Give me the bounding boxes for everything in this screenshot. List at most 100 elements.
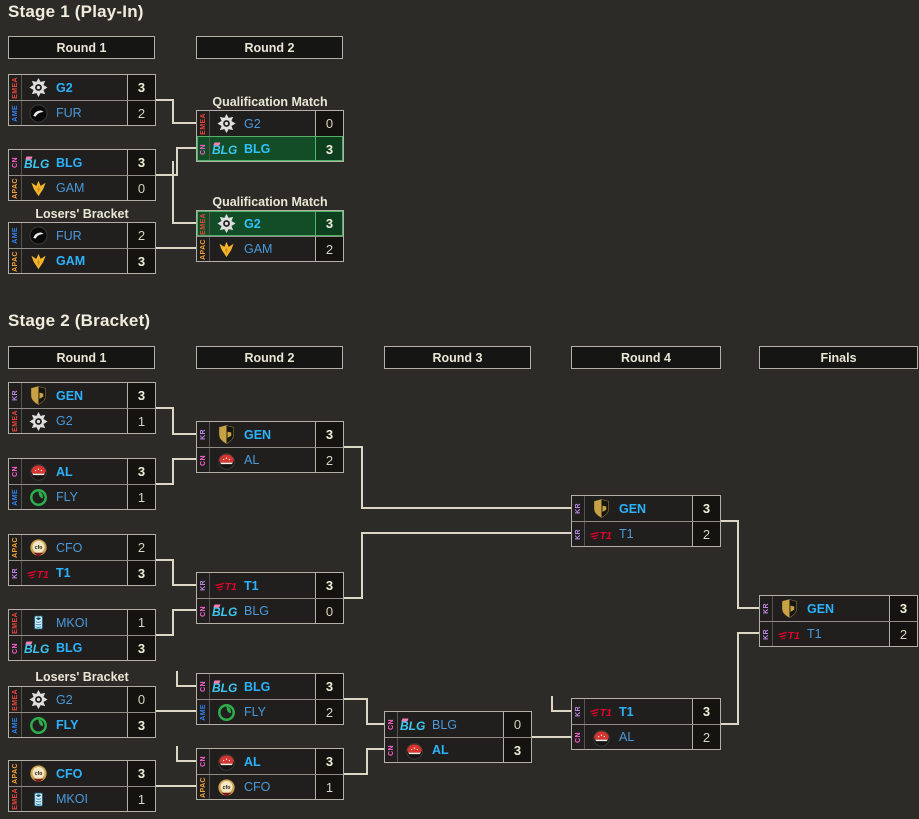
team-name[interactable]: BLG bbox=[56, 641, 83, 655]
team-name[interactable]: FUR bbox=[56, 228, 82, 243]
team-name[interactable]: AL bbox=[56, 464, 73, 479]
blg-logo-icon[interactable]: BLG bbox=[398, 715, 431, 735]
score-cell: 3 bbox=[127, 150, 155, 175]
team-name[interactable]: CFO bbox=[244, 780, 271, 794]
team-name[interactable]: T1 bbox=[56, 566, 71, 580]
losers-bracket-label: Losers' Bracket bbox=[35, 207, 129, 221]
team-name[interactable]: AL bbox=[244, 754, 261, 769]
al-logo-icon[interactable] bbox=[210, 451, 243, 470]
team-name[interactable]: FLY bbox=[56, 490, 78, 504]
score-cell: 1 bbox=[127, 409, 155, 433]
al-logo-icon[interactable] bbox=[22, 462, 55, 481]
bracket-connector bbox=[156, 99, 174, 101]
team-name[interactable]: GAM bbox=[244, 242, 273, 256]
team-name[interactable]: G2 bbox=[56, 692, 73, 707]
blg-logo-icon[interactable]: BLG bbox=[22, 638, 55, 658]
team-name[interactable]: AL bbox=[244, 453, 260, 467]
geng-logo-icon[interactable] bbox=[210, 425, 243, 444]
team-name[interactable]: T1 bbox=[244, 578, 259, 593]
team-name[interactable]: BLG bbox=[56, 155, 83, 170]
t1-logo-icon[interactable]: T1 bbox=[585, 702, 618, 721]
region-tag-cn: CN bbox=[9, 150, 22, 175]
team-name[interactable]: MKOI bbox=[56, 792, 88, 806]
team-name[interactable]: AL bbox=[432, 743, 449, 757]
al-logo-icon[interactable] bbox=[398, 741, 431, 760]
region-tag-apac: APAC bbox=[197, 237, 210, 261]
gam-logo-icon[interactable] bbox=[210, 240, 243, 259]
g2-logo-icon[interactable] bbox=[210, 214, 243, 233]
geng-logo-icon[interactable] bbox=[22, 386, 55, 405]
bracket-connector bbox=[737, 632, 759, 634]
g2-logo-icon[interactable] bbox=[210, 114, 243, 133]
score-cell: 2 bbox=[127, 223, 155, 248]
bracket-connector bbox=[366, 748, 368, 775]
score-cell: 3 bbox=[315, 422, 343, 447]
t1-logo-icon[interactable]: T1 bbox=[773, 625, 806, 644]
geng-logo-icon[interactable] bbox=[773, 599, 806, 618]
team-name[interactable]: AL bbox=[619, 730, 635, 744]
team-name[interactable]: G2 bbox=[56, 80, 73, 95]
region-tag-cn: CN bbox=[197, 674, 210, 699]
al-logo-icon[interactable] bbox=[210, 752, 243, 771]
team-name[interactable]: GEN bbox=[619, 501, 647, 516]
team-name[interactable]: BLG bbox=[244, 679, 271, 694]
cfo-logo-icon[interactable]: cfo bbox=[210, 778, 243, 797]
geng-logo-icon[interactable] bbox=[585, 499, 618, 518]
region-tag-cn: CN bbox=[197, 448, 210, 472]
t1-logo-icon[interactable]: T1 bbox=[22, 564, 55, 583]
bracket-connector bbox=[172, 559, 174, 586]
team-name[interactable]: GEN bbox=[56, 388, 84, 403]
bracket-connector bbox=[172, 609, 174, 636]
team-name[interactable]: G2 bbox=[244, 116, 261, 131]
team-name[interactable]: GAM bbox=[56, 254, 86, 268]
team-name[interactable]: BLG bbox=[432, 717, 458, 732]
team-row-fly: AME FLY 2 bbox=[197, 699, 343, 724]
gam-logo-icon[interactable] bbox=[22, 179, 55, 198]
t1-logo-icon[interactable]: T1 bbox=[585, 525, 618, 544]
g2-logo-icon[interactable] bbox=[22, 78, 55, 97]
team-name[interactable]: BLG bbox=[244, 142, 271, 156]
team-name[interactable]: G2 bbox=[244, 216, 261, 231]
team-name[interactable]: MKOI bbox=[56, 615, 88, 630]
blg-logo-icon[interactable]: BLG bbox=[210, 601, 243, 621]
team-name[interactable]: T1 bbox=[619, 527, 634, 541]
stage2-round-header-3: Round 3 bbox=[384, 346, 531, 369]
team-name[interactable]: GAM bbox=[56, 181, 85, 195]
score-cell: 2 bbox=[315, 700, 343, 724]
team-name[interactable]: G2 bbox=[56, 414, 73, 428]
furia-logo-icon[interactable] bbox=[22, 103, 55, 123]
team-name[interactable]: CFO bbox=[56, 540, 83, 555]
g2-logo-icon[interactable] bbox=[22, 690, 55, 709]
cfo-logo-icon[interactable]: cfo bbox=[22, 764, 55, 783]
g2-logo-icon[interactable] bbox=[22, 411, 55, 431]
t1-logo-icon[interactable]: T1 bbox=[210, 576, 243, 595]
team-name[interactable]: GEN bbox=[807, 601, 835, 616]
team-name[interactable]: T1 bbox=[619, 704, 634, 719]
bracket-connector bbox=[156, 174, 178, 176]
team-row-al: CN AL 3 bbox=[9, 459, 155, 484]
team-name[interactable]: FUR bbox=[56, 106, 82, 120]
mkoi-logo-icon[interactable] bbox=[22, 790, 55, 809]
flyquest-logo-icon[interactable] bbox=[22, 488, 55, 507]
score-cell: 1 bbox=[127, 610, 155, 635]
team-name[interactable]: T1 bbox=[807, 627, 822, 641]
score-cell: 3 bbox=[315, 674, 343, 699]
cfo-logo-icon[interactable]: cfo bbox=[22, 538, 55, 557]
team-name[interactable]: GEN bbox=[244, 427, 272, 442]
flyquest-logo-icon[interactable] bbox=[22, 716, 55, 735]
team-name[interactable]: FLY bbox=[56, 718, 79, 732]
team-name[interactable]: BLG bbox=[244, 604, 270, 618]
gam-logo-icon[interactable] bbox=[22, 252, 55, 271]
blg-logo-icon[interactable]: BLG bbox=[22, 153, 55, 173]
furia-logo-icon[interactable] bbox=[22, 226, 55, 245]
mkoi-logo-icon[interactable] bbox=[22, 613, 55, 632]
region-tag-kr: KR bbox=[572, 699, 585, 724]
team-name[interactable]: FLY bbox=[244, 705, 266, 719]
blg-logo-icon[interactable]: BLG bbox=[210, 139, 243, 159]
score-cell: 0 bbox=[127, 176, 155, 200]
team-row-g2: EMEA G2 1 bbox=[9, 408, 155, 433]
flyquest-logo-icon[interactable] bbox=[210, 703, 243, 722]
blg-logo-icon[interactable]: BLG bbox=[210, 677, 243, 697]
team-name[interactable]: CFO bbox=[56, 766, 83, 781]
al-logo-icon[interactable] bbox=[585, 728, 618, 747]
